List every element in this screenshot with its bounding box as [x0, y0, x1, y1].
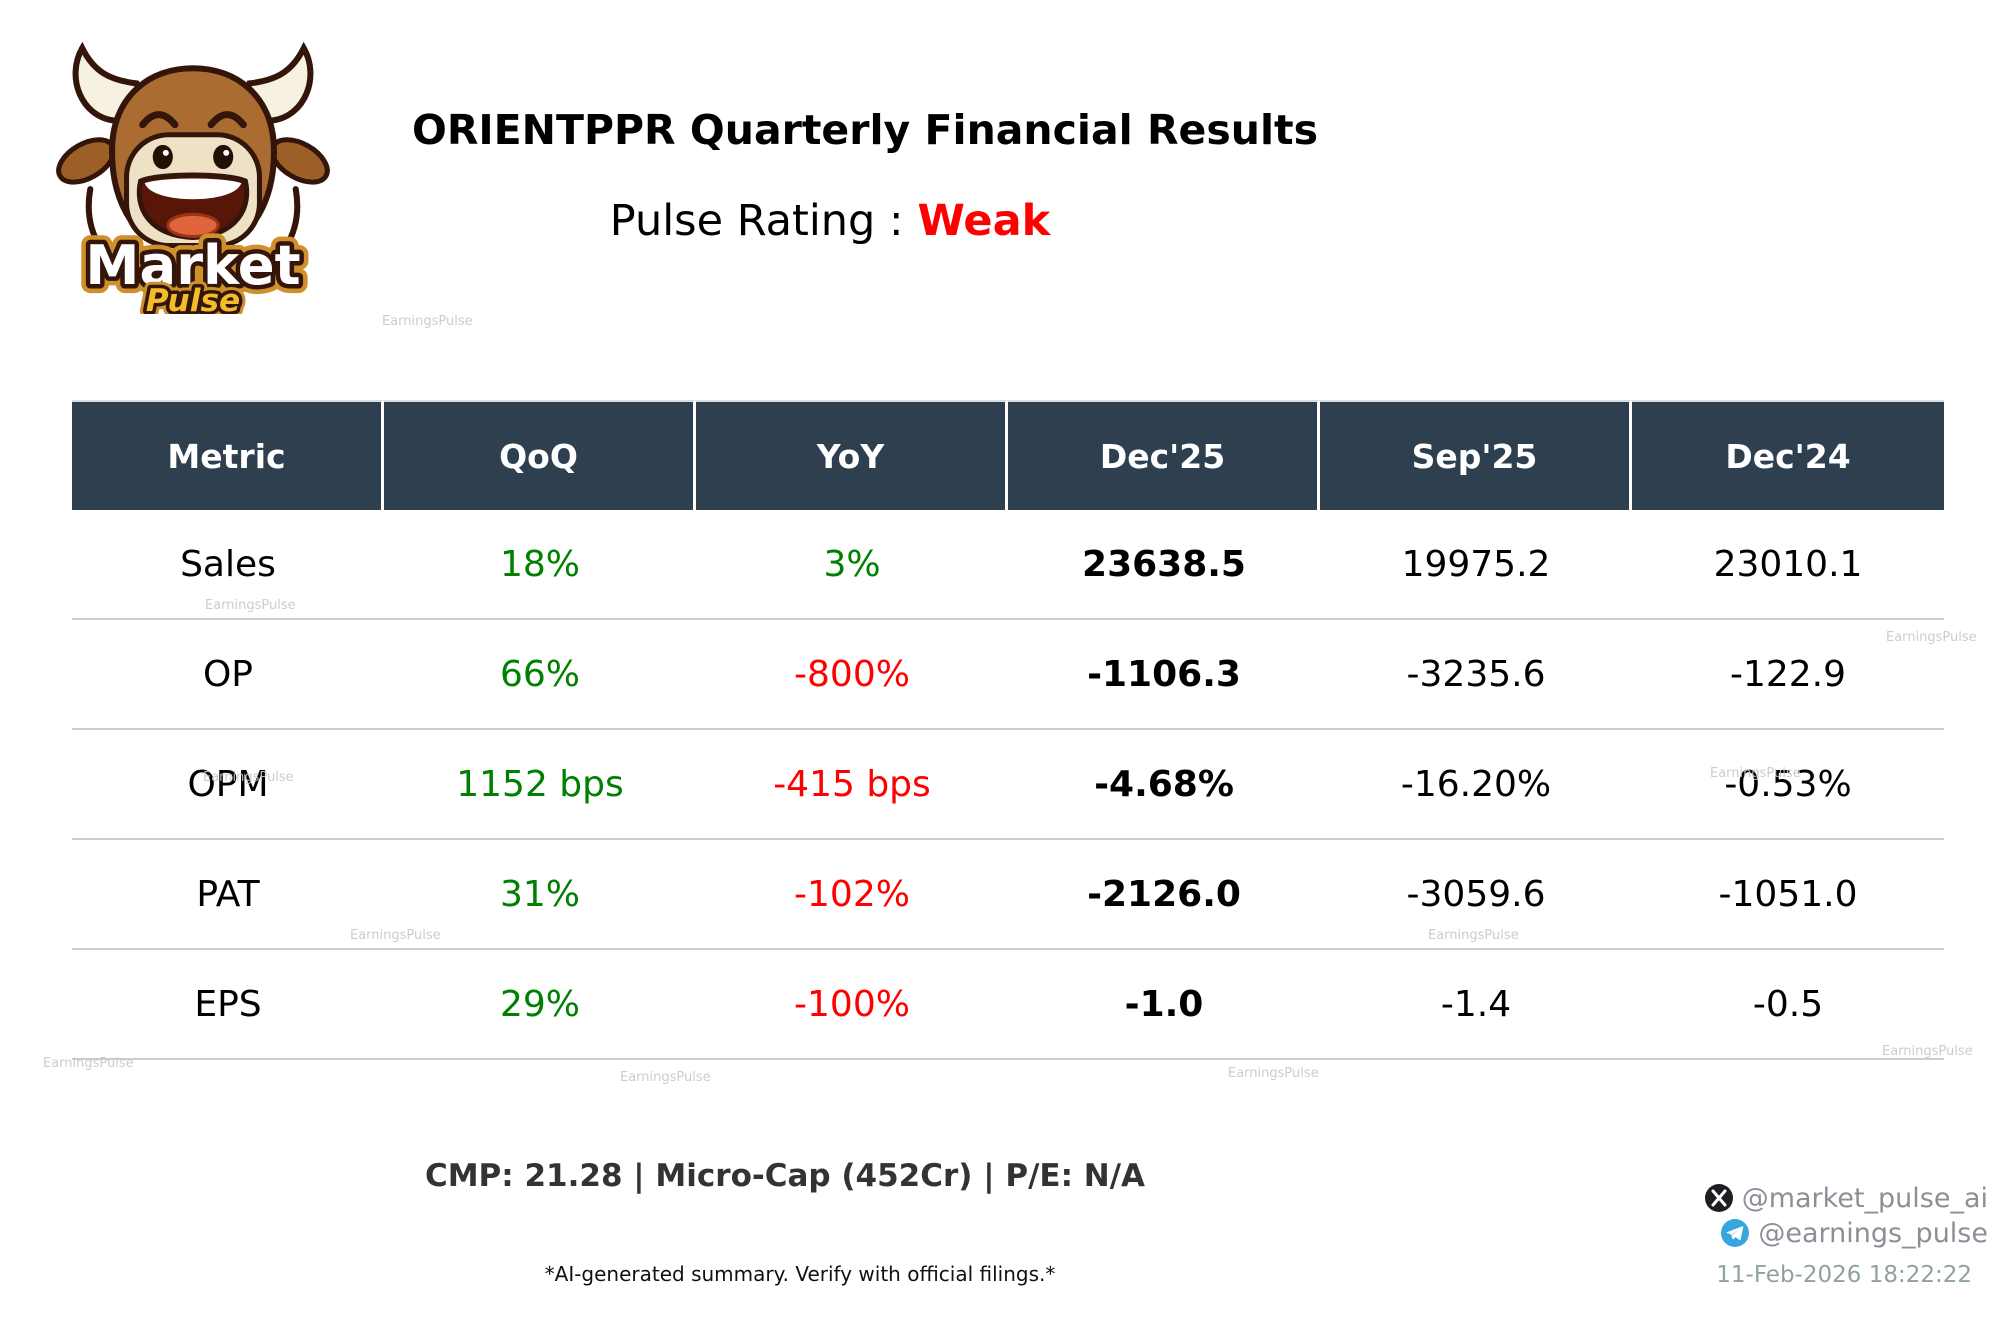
table-cell: -0.5 [1632, 950, 1944, 1060]
table-cell: -100% [696, 950, 1008, 1060]
watermark-text: EarningsPulse [382, 314, 473, 329]
generated-timestamp: 11-Feb-2026 18:22:22 [1716, 1262, 1972, 1288]
x-twitter-icon [1704, 1184, 1733, 1212]
logo-word1-glow: Market [85, 234, 300, 297]
x-handle-row: @market_pulse_ai [1704, 1182, 1988, 1214]
table-cell: -1.4 [1320, 950, 1632, 1060]
pulse-rating-value: Weak [917, 196, 1051, 246]
table-cell: 19975.2 [1320, 510, 1632, 620]
telegram-icon [1721, 1219, 1750, 1247]
table-header-cell: Sep'25 [1320, 400, 1632, 510]
table-cell: 18% [384, 510, 696, 620]
table-cell: -415 bps [696, 730, 1008, 840]
telegram-handle-text: @earnings_pulse [1758, 1217, 1988, 1249]
bull-eye-right [213, 144, 234, 169]
table-cell: -1.0 [1008, 950, 1320, 1060]
market-pulse-logo: Market Market Pulse Pulse [56, 41, 330, 314]
table-cell: -16.20% [1320, 730, 1632, 840]
financial-table: Metric QoQ YoY Dec'25 Sep'25 Dec'24 Sales 18% 3%… [72, 400, 1944, 1060]
bull-teeth [144, 178, 242, 200]
table-cell: EPS [72, 950, 384, 1060]
bull-eye-left [152, 144, 173, 169]
logo-word2-glow: Pulse [146, 283, 240, 314]
table-cell: 1152 bps [384, 730, 696, 840]
table-cell: -1106.3 [1008, 620, 1320, 730]
page-title: ORIENTPPR Quarterly Financial Results [411, 106, 1319, 154]
table-cell: 66% [384, 620, 696, 730]
watermark-text: EarningsPulse [620, 1070, 711, 1085]
eye-glint [162, 149, 169, 156]
x-handle-text: @market_pulse_ai [1741, 1182, 1988, 1214]
table-cell: 23638.5 [1008, 510, 1320, 620]
table-cell: Sales [72, 510, 384, 620]
table-cell: -102% [696, 840, 1008, 950]
cmp-summary: CMP: 21.28 | Micro-Cap (452Cr) | P/E: N/… [424, 1158, 1146, 1194]
watermark-text: EarningsPulse [1228, 1066, 1319, 1081]
table-cell: 31% [384, 840, 696, 950]
bull-brow-right [207, 111, 247, 129]
bull-body-line [242, 186, 301, 283]
table-cell: -1051.0 [1632, 840, 1944, 950]
telegram-handle-row: @earnings_pulse [1720, 1217, 1988, 1249]
table-cell: -800% [696, 620, 1008, 730]
pulse-rating-line: Pulse Rating : Weak [610, 196, 1050, 246]
pulse-rating-label: Pulse Rating : [609, 196, 904, 246]
bull-tongue [166, 212, 220, 238]
bull-body-line [85, 186, 144, 283]
table-cell: OPM [72, 730, 384, 840]
table-cell: 3% [696, 510, 1008, 620]
table-header-cell: YoY [696, 400, 1008, 510]
table-header-cell: Dec'25 [1008, 400, 1320, 510]
table-cell: -2126.0 [1008, 840, 1320, 950]
table-cell: 23010.1 [1632, 510, 1944, 620]
ai-disclaimer: *AI-generated summary. Verify with offic… [544, 1262, 1056, 1286]
table-cell: -122.9 [1632, 620, 1944, 730]
bull-brow-left [139, 111, 179, 129]
table-cell: PAT [72, 840, 384, 950]
table-header-cell: Metric [72, 400, 384, 510]
table-cell: -4.68% [1008, 730, 1320, 840]
logo-word2: Pulse [146, 283, 240, 314]
eye-glint [223, 149, 230, 156]
table-cell: 29% [384, 950, 696, 1060]
table-header-cell: QoQ [384, 400, 696, 510]
logo-word1: Market [85, 234, 300, 297]
table-cell: -3059.6 [1320, 840, 1632, 950]
table-cell: -0.53% [1632, 730, 1944, 840]
table-cell: -3235.6 [1320, 620, 1632, 730]
table-header-cell: Dec'24 [1632, 400, 1944, 510]
table-cell: OP [72, 620, 384, 730]
